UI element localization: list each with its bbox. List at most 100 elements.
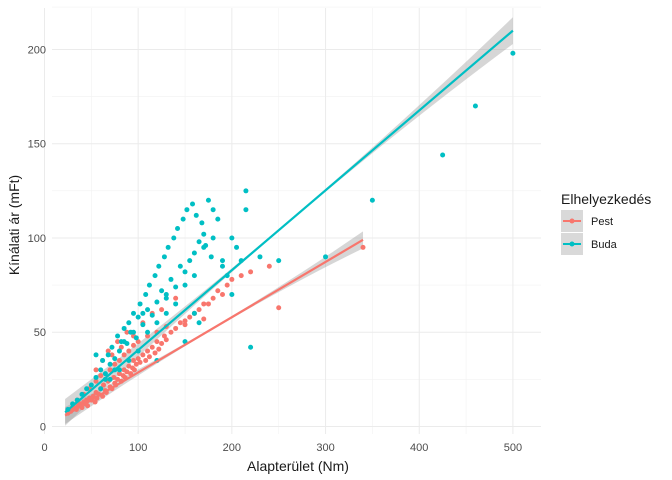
point-buda xyxy=(219,263,225,269)
point-buda xyxy=(234,244,240,250)
point-pest xyxy=(116,357,122,363)
point-pest xyxy=(173,295,179,301)
point-buda xyxy=(210,207,216,213)
x-tick-label: 100 xyxy=(129,442,147,454)
point-buda xyxy=(140,310,146,316)
x-tick-label: 400 xyxy=(410,442,428,454)
point-buda xyxy=(98,386,104,392)
point-pest xyxy=(93,367,99,373)
point-buda xyxy=(93,374,99,380)
y-tick-label: 50 xyxy=(34,327,46,339)
point-buda xyxy=(146,282,152,288)
point-buda xyxy=(116,367,122,373)
point-buda xyxy=(133,335,139,341)
point-buda xyxy=(163,310,169,316)
point-pest xyxy=(163,337,169,343)
point-buda xyxy=(156,263,162,269)
legend-key-point xyxy=(569,218,575,224)
point-buda xyxy=(369,197,375,203)
point-buda xyxy=(229,235,235,241)
point-buda xyxy=(171,235,177,241)
point-buda xyxy=(201,244,207,250)
point-buda xyxy=(184,207,190,213)
point-buda xyxy=(208,254,214,260)
regression-lines xyxy=(64,29,514,417)
point-buda xyxy=(229,292,235,298)
point-buda xyxy=(276,258,282,264)
legend: Elhelyezkedés Pest Buda xyxy=(561,191,651,255)
point-pest xyxy=(201,316,207,322)
point-buda xyxy=(193,212,199,218)
point-buda xyxy=(173,301,179,307)
y-axis-ticks: 0 50 100 150 200 xyxy=(28,44,46,433)
point-buda xyxy=(177,263,183,269)
point-buda xyxy=(105,352,111,358)
point-pest xyxy=(133,361,139,367)
point-pest xyxy=(105,348,111,354)
point-buda xyxy=(143,292,149,298)
point-pest xyxy=(85,403,91,409)
point-buda xyxy=(84,386,90,392)
point-buda xyxy=(196,320,202,326)
x-tick-label: 500 xyxy=(504,442,522,454)
point-buda xyxy=(163,292,169,298)
point-buda xyxy=(152,273,158,279)
point-pest xyxy=(116,371,122,377)
point-buda xyxy=(187,258,193,264)
point-pest xyxy=(229,276,235,282)
point-pest xyxy=(201,301,207,307)
y-tick-label: 200 xyxy=(28,44,46,56)
y-axis-title: Kínálati ár (mFt) xyxy=(6,175,22,275)
point-pest xyxy=(143,357,149,363)
point-buda xyxy=(201,231,207,237)
point-pest xyxy=(156,346,162,352)
point-pest xyxy=(182,322,188,328)
point-pest xyxy=(145,348,151,354)
point-pest xyxy=(266,263,272,269)
point-buda xyxy=(510,50,516,56)
point-buda xyxy=(131,310,136,316)
point-buda xyxy=(175,226,181,232)
point-pest xyxy=(219,292,225,298)
point-pest xyxy=(137,359,143,365)
x-tick-label: 300 xyxy=(316,442,334,454)
point-pest xyxy=(145,333,151,339)
legend-key-point xyxy=(569,241,575,247)
point-buda xyxy=(88,382,94,388)
point-buda xyxy=(149,312,155,318)
point-buda xyxy=(131,329,136,335)
point-pest xyxy=(238,273,244,279)
point-buda xyxy=(190,201,196,207)
point-pest xyxy=(124,369,130,375)
point-buda xyxy=(323,254,329,260)
point-buda xyxy=(109,344,115,350)
point-buda xyxy=(163,295,169,301)
point-pest xyxy=(126,363,132,369)
x-tick-label: 0 xyxy=(41,442,47,454)
point-pest xyxy=(131,357,136,363)
point-buda xyxy=(112,356,118,362)
point-pest xyxy=(210,295,216,301)
point-buda xyxy=(219,258,225,264)
minor-gridlines xyxy=(52,6,541,434)
point-pest xyxy=(173,325,179,331)
point-pest xyxy=(248,269,254,275)
point-buda xyxy=(243,188,249,194)
point-buda xyxy=(135,314,141,320)
point-buda xyxy=(196,239,202,245)
point-pest xyxy=(154,339,160,345)
x-tick-label: 200 xyxy=(223,442,241,454)
point-buda xyxy=(137,301,143,307)
point-pest xyxy=(146,354,152,360)
point-buda xyxy=(191,273,197,279)
point-buda xyxy=(93,352,99,358)
point-buda xyxy=(472,103,478,109)
point-buda xyxy=(145,307,151,313)
point-pest xyxy=(360,244,366,250)
point-pest xyxy=(276,305,282,311)
point-buda xyxy=(243,207,249,213)
point-buda xyxy=(191,310,197,316)
y-tick-label: 0 xyxy=(40,421,46,433)
point-pest xyxy=(101,382,107,388)
